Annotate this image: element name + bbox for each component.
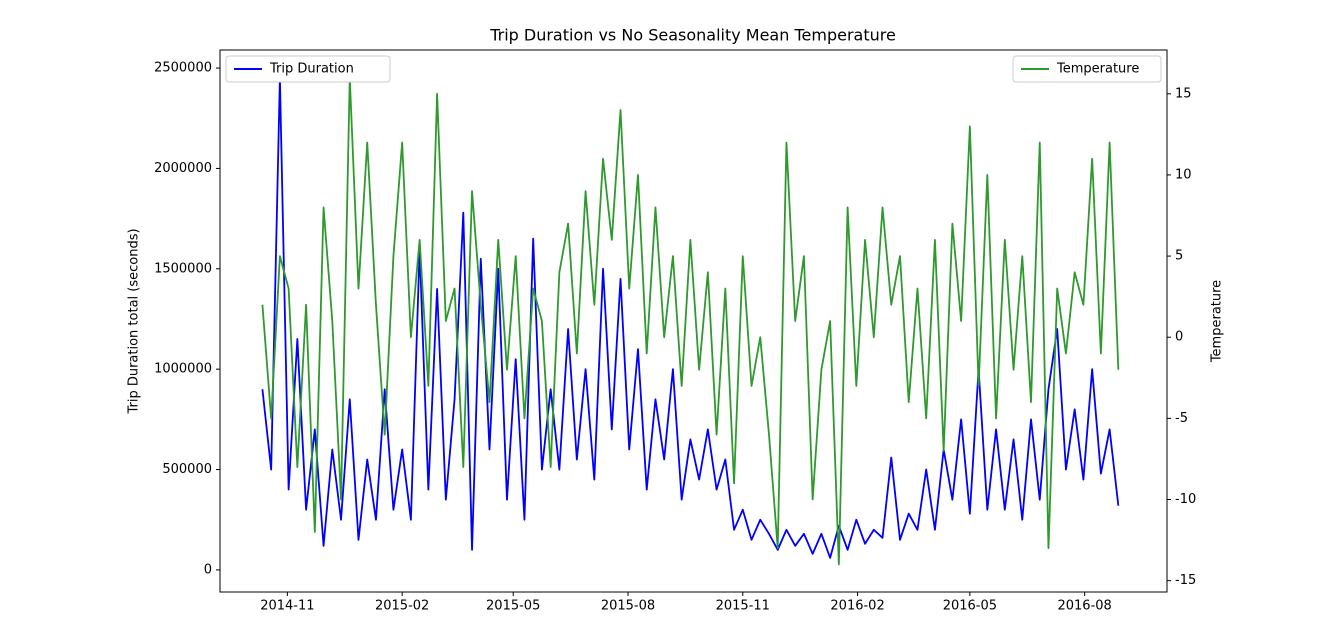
y-axis-label: Trip Duration total (seconds) [127, 228, 142, 414]
y-tick-label: 2000000 [154, 161, 212, 176]
legend-box [1012, 55, 1162, 83]
legend-label: Trip Duration [269, 62, 354, 77]
y2-tick-label: 5 [1175, 249, 1183, 264]
x-tick-label: 2015-08 [601, 599, 655, 614]
series-line [261, 77, 1120, 559]
x-tick-label: 2016-08 [1057, 599, 1111, 614]
y-tick-label: 0 [204, 562, 212, 577]
y-tick-label: 1500000 [154, 261, 212, 276]
legend-label: Temperature [1056, 62, 1139, 77]
y-tick-label: 1000000 [154, 362, 212, 377]
y2-axis-label: Temperature [1210, 280, 1225, 363]
legend-box [225, 55, 391, 83]
y2-tick-label: 10 [1175, 167, 1192, 182]
chart-title: Trip Duration vs No Seasonality Mean Tem… [489, 26, 896, 45]
x-tick-label: 2015-05 [486, 599, 540, 614]
plot-frame [219, 49, 1168, 593]
x-tick-label: 2016-02 [830, 599, 884, 614]
x-tick-label: 2015-02 [375, 599, 429, 614]
y2-tick-label: -5 [1175, 411, 1188, 426]
series-line [261, 76, 1120, 566]
x-tick-label: 2016-05 [943, 599, 997, 614]
y2-tick-label: 15 [1175, 86, 1192, 101]
y2-tick-label: 0 [1175, 330, 1183, 345]
x-tick-label: 2014-11 [260, 599, 314, 614]
y-tick-label: 2500000 [154, 61, 212, 76]
x-tick-label: 2015-11 [716, 599, 770, 614]
y-tick-label: 500000 [162, 462, 212, 477]
y2-tick-label: -10 [1175, 492, 1196, 507]
y2-tick-label: -15 [1175, 573, 1196, 588]
